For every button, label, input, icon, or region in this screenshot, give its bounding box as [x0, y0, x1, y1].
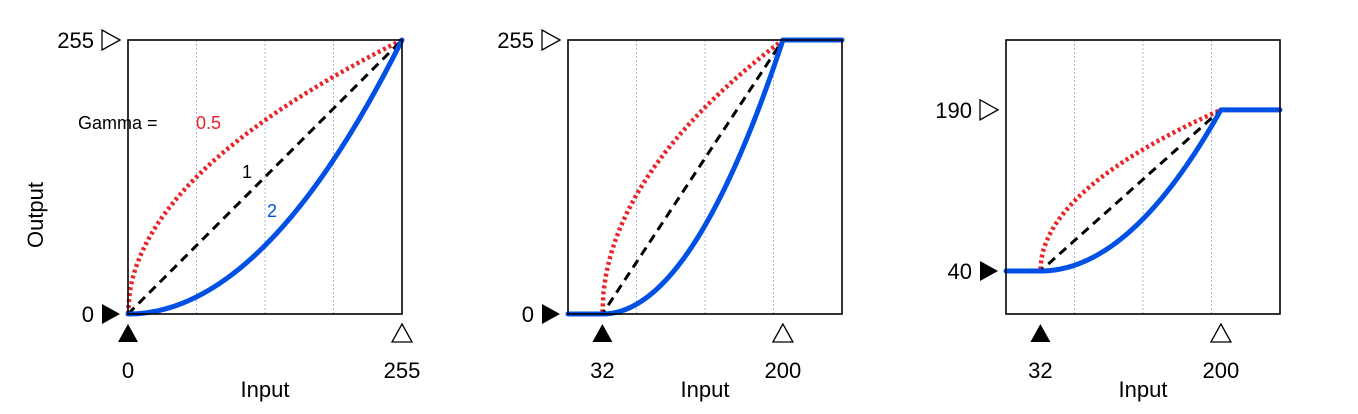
y-axis-label: Output [23, 182, 48, 248]
chart-panel-1: 0 255 Input 0 255 Output Gamma = 0.5 12 [23, 28, 420, 402]
output-white-marker [541, 28, 562, 52]
chart-panel-2: 32 200 Input 0 255 [497, 28, 845, 402]
series-gamma-0-5 [1006, 107, 1280, 274]
y-tick-label: 0 [82, 302, 94, 327]
input-white-marker [771, 322, 795, 343]
plot-frame [567, 39, 843, 315]
y-tick-label: 255 [57, 28, 94, 53]
x-tick-label: 255 [384, 358, 421, 383]
series-gamma-2 [125, 37, 405, 317]
y-tick-label: 40 [948, 259, 972, 284]
gamma-0-5-label: 0.5 [196, 113, 221, 133]
series-gamma-0-5 [125, 37, 404, 315]
x-tick-label: 0 [122, 358, 134, 383]
output-black-marker [102, 304, 120, 324]
series-gamma-0-5 [568, 37, 842, 317]
gamma-1-label: 1 [242, 162, 252, 182]
gamma-annotation-prefix: Gamma = [78, 113, 158, 133]
series-gamma-2 [1003, 107, 1283, 274]
x-axis-label: Input [241, 377, 290, 402]
x-tick-label: 200 [765, 358, 802, 383]
x-axis-label: Input [681, 377, 730, 402]
input-black-marker [1030, 324, 1051, 342]
series-gamma-1 [568, 38, 842, 316]
series-gamma-2 [565, 37, 845, 317]
series-gamma-1 [126, 38, 404, 316]
output-black-marker [542, 304, 560, 324]
x-tick-label: 200 [1203, 358, 1240, 383]
y-tick-label: 255 [497, 28, 534, 53]
plot-frame [127, 39, 403, 315]
output-white-marker [979, 98, 1000, 121]
input-black-marker [118, 324, 138, 342]
x-tick-label: 32 [1028, 358, 1052, 383]
gamma-2-label: 2 [267, 201, 277, 221]
x-tick-label: 32 [590, 358, 614, 383]
plot-frame [1005, 39, 1281, 315]
chart-panel-3: 32 200 Input 40 190 [935, 39, 1283, 402]
series-gamma-1 [1006, 108, 1280, 273]
input-black-marker [592, 324, 613, 342]
input-white-marker [1209, 322, 1233, 343]
input-white-marker [390, 322, 414, 343]
x-axis-label: Input [1119, 377, 1168, 402]
output-white-marker [101, 28, 122, 52]
y-tick-label: 190 [935, 98, 972, 123]
y-tick-label: 0 [522, 302, 534, 327]
output-black-marker [980, 261, 998, 282]
